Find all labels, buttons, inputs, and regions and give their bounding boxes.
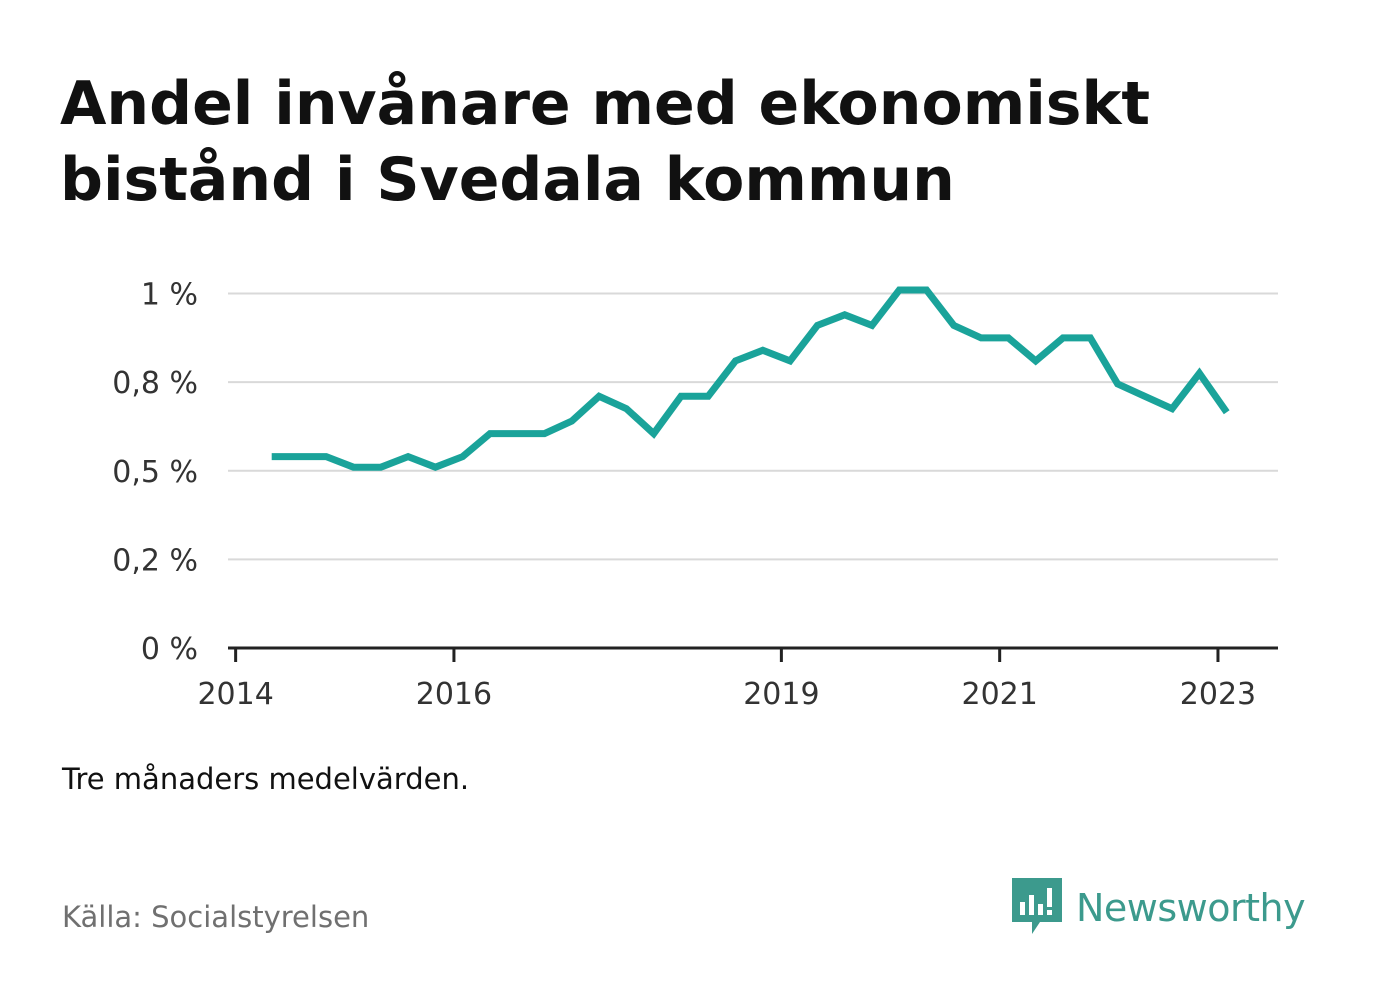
data-point xyxy=(353,467,354,468)
data-point xyxy=(326,456,327,457)
brand-name: Newsworthy xyxy=(1076,886,1306,930)
y-tick-label: 0,2 % xyxy=(112,543,198,578)
y-tick-label: 1 % xyxy=(141,278,198,313)
y-tick-label: 0,5 % xyxy=(112,455,198,490)
data-point xyxy=(544,433,545,434)
data-point xyxy=(1117,383,1118,384)
data-point xyxy=(1090,337,1091,338)
data-point xyxy=(571,421,572,422)
data-point xyxy=(489,433,490,434)
chart-title-line-1: Andel invånare med ekonomiskt xyxy=(60,69,1151,139)
y-tick-label: 0 % xyxy=(141,632,198,667)
x-tick-label: 2019 xyxy=(743,677,819,712)
x-tick-label: 2014 xyxy=(197,677,273,712)
data-point xyxy=(1226,412,1227,413)
y-tick-label: 0,8 % xyxy=(112,366,198,401)
chart-title-line-2: bistånd i Svedala kommun xyxy=(60,145,955,215)
data-point xyxy=(953,325,954,326)
data-point xyxy=(926,290,927,291)
data-point xyxy=(435,467,436,468)
chart-note: Tre månaders medelvärden. xyxy=(62,762,470,796)
data-point xyxy=(1199,373,1200,374)
newsworthy-logo-icon xyxy=(1012,878,1062,934)
data-point xyxy=(981,337,982,338)
data-point xyxy=(380,467,381,468)
brand-logo: Newsworthy xyxy=(1012,878,1306,938)
data-point xyxy=(790,360,791,361)
data-point xyxy=(899,290,900,291)
x-tick-label: 2021 xyxy=(961,677,1037,712)
series-line xyxy=(271,286,1230,471)
data-point xyxy=(408,456,409,457)
data-point xyxy=(844,314,845,315)
data-point xyxy=(626,408,627,409)
chart-title: Andel invånare med ekonomiskt bistånd i … xyxy=(60,66,1260,218)
source-credit: Källa: Socialstyrelsen xyxy=(62,900,370,934)
x-tick-label: 2016 xyxy=(416,677,492,712)
data-point xyxy=(871,325,872,326)
data-point xyxy=(817,325,818,326)
data-point xyxy=(1035,360,1036,361)
data-point xyxy=(271,456,272,457)
data-point xyxy=(653,433,654,434)
data-point xyxy=(1144,396,1145,397)
data-point xyxy=(1008,337,1009,338)
data-point xyxy=(599,396,600,397)
data-point xyxy=(1172,408,1173,409)
data-point xyxy=(735,360,736,361)
x-tick-label: 2023 xyxy=(1180,677,1256,712)
data-point xyxy=(762,350,763,351)
data-point xyxy=(680,396,681,397)
data-point xyxy=(298,456,299,457)
data-point xyxy=(517,433,518,434)
data-point xyxy=(1062,337,1063,338)
data-point xyxy=(708,396,709,397)
data-point xyxy=(462,456,463,457)
